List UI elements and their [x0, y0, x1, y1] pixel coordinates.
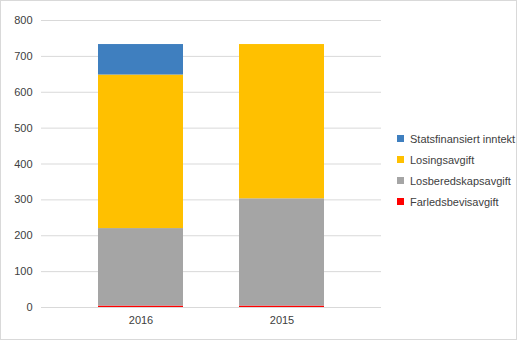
html-text:Losberedskapsavgift: Losberedskapsavgift — [410, 174, 511, 187]
svg-text:700: 700 — [14, 50, 32, 62]
svg-text:600: 600 — [14, 86, 32, 98]
html-text:Statsfinansiert inntekt: Statsfinansiert inntekt — [410, 132, 516, 145]
svg-text:2015: 2015 — [270, 314, 294, 326]
html-text:Farledsbevisavgift: Farledsbevisavgift — [410, 195, 499, 208]
svg-text:100: 100 — [14, 265, 32, 277]
svg-text:500: 500 — [14, 122, 32, 134]
html-text:Losingsavgift: Losingsavgift — [410, 153, 475, 166]
svg-text:400: 400 — [14, 158, 32, 170]
svg-text:200: 200 — [14, 229, 32, 241]
svg-text:800: 800 — [14, 14, 32, 26]
svg-text:0: 0 — [26, 301, 32, 313]
svg-text:2016: 2016 — [129, 314, 153, 326]
svg-text:300: 300 — [14, 193, 32, 205]
